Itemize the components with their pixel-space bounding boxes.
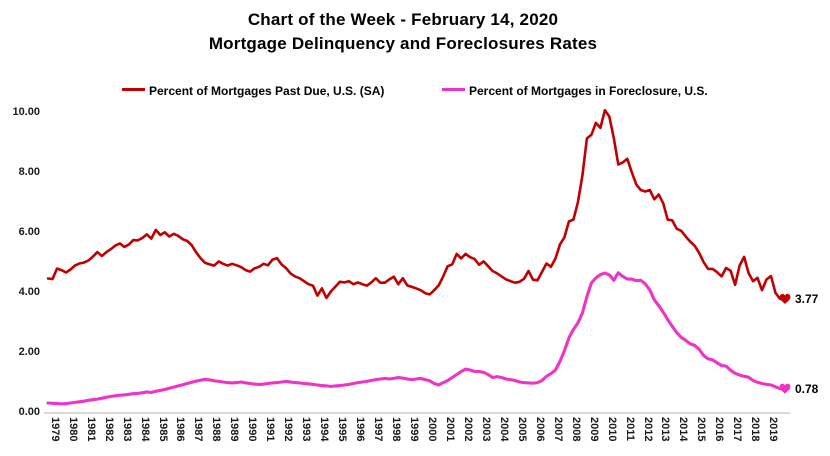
- foreclosure-series-line: [46, 271, 782, 406]
- y-axis-tick-label: 6.00: [18, 226, 40, 238]
- chart-title-line2: Mortgage Delinquency and Foreclosures Ra…: [208, 34, 598, 53]
- y-axis-tick-label: 4.00: [18, 286, 40, 298]
- past-due-heart-marker: [779, 293, 791, 305]
- x-axis-baseline: [44, 412, 790, 414]
- foreclosure-legend-label: Percent of Mortgages in Foreclosure, U.S…: [469, 83, 708, 98]
- legend-item-foreclosure: Percent of Mortgages in Foreclosure, U.S…: [442, 82, 708, 98]
- foreclosure-legend-swatch: [442, 88, 465, 92]
- past-due-series-line: [46, 108, 782, 301]
- y-axis-tick-label: 8.00: [18, 166, 40, 178]
- past-due-legend-swatch: [122, 88, 145, 92]
- y-axis-tick-label: 2.00: [18, 346, 40, 358]
- foreclosure-heart-marker: [779, 383, 791, 394]
- foreclosure-end-value-label: 0.78: [795, 381, 819, 396]
- y-axis-tick-label: 10.00: [12, 106, 40, 118]
- chart-title-line1: Chart of the Week - February 14, 2020: [247, 10, 559, 29]
- legend-item-past-due: Percent of Mortgages Past Due, U.S. (SA): [122, 82, 385, 98]
- past-due-end-value-label: 3.77: [795, 291, 819, 306]
- past-due-legend-label: Percent of Mortgages Past Due, U.S. (SA): [149, 83, 385, 98]
- y-axis-tick-label: 0.00: [18, 406, 40, 418]
- chart-title: Chart of the Week - February 14, 2020 Mo…: [0, 9, 806, 55]
